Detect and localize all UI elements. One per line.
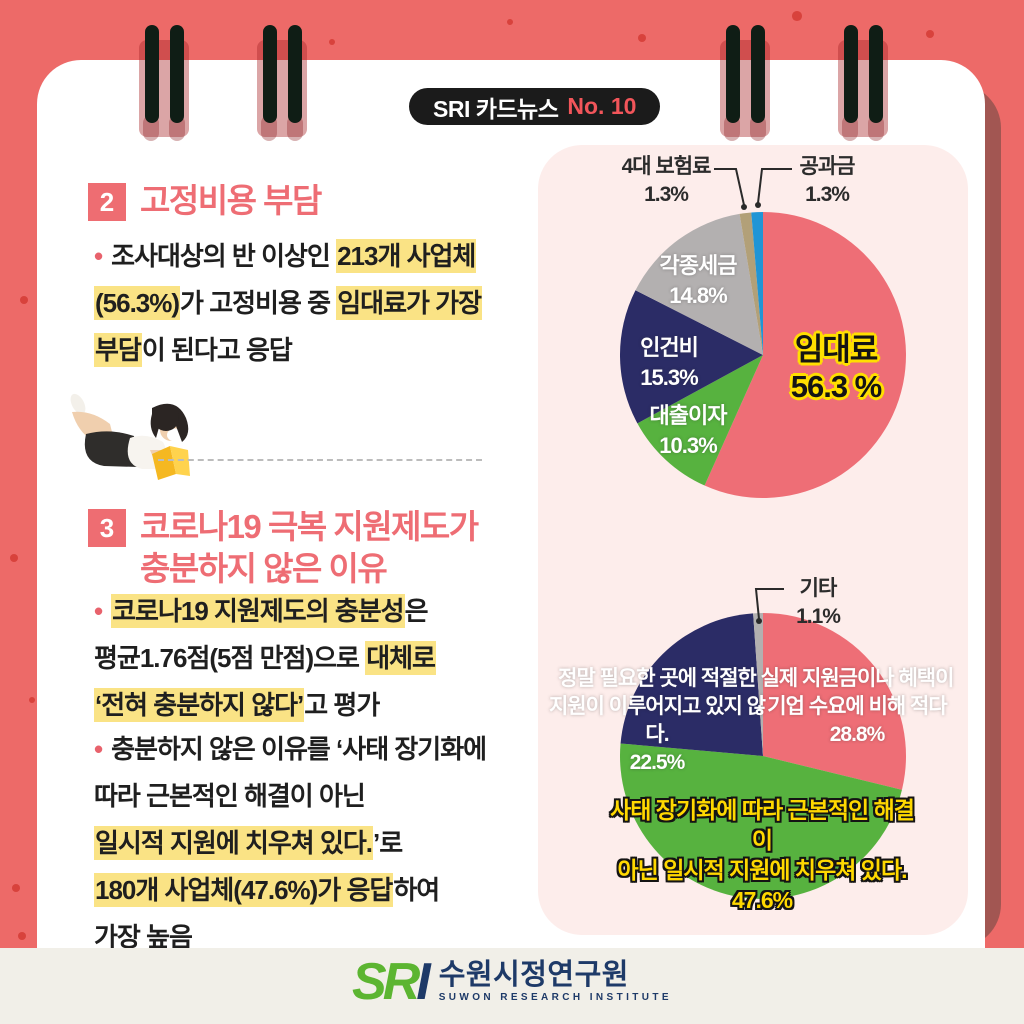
pie2-label-etc: 기타 1.1%	[796, 577, 841, 628]
org-name-english: SUWON RESEARCH INSTITUTE	[438, 992, 672, 1003]
binder-ring-icon	[288, 25, 302, 123]
pie-slice-1	[637, 355, 763, 486]
pie1-label-utilities: 공과금 1.3%	[799, 155, 856, 206]
pie1-label-rent: 임대료 56.3 %	[790, 332, 883, 404]
pie-slice-0	[763, 613, 906, 790]
pie2-label-temporary-support: 사태 장기화에 따라 근본적인 해결이 아닌 일시적 지원에 치우쳐 있다. 4…	[610, 797, 915, 913]
footer-band: SRI 수원시정연구원 SUWON RESEARCH INSTITUTE	[0, 948, 1024, 1024]
pie-slice-2	[620, 613, 763, 756]
header-badge: SRI 카드뉴스 No. 10	[409, 88, 661, 125]
section2-title: 고정비용 부담	[140, 182, 322, 219]
binder-ring-icon	[263, 25, 277, 123]
pie1-label-loan-interest: 대출이자 10.3%	[649, 403, 728, 458]
pie2-label-misallocated: 정말 필요한 곳에 적절한 지원이 이루어지고 있지 않다. 22.5%	[548, 667, 766, 774]
pie-slice-3	[635, 213, 763, 355]
fixed-cost-pie-chart	[620, 212, 906, 498]
pie1-label-labor-cost: 인건비 15.3%	[640, 335, 699, 390]
binder-ring-icon	[751, 25, 765, 123]
org-name-korean: 수원시정연구원	[438, 959, 629, 991]
sri-logo-text: SRI	[352, 953, 431, 1011]
pie-slice-3	[753, 613, 763, 756]
background-speckles	[0, 0, 4, 4]
binder-ring-icon	[844, 25, 858, 123]
pie-slice-1	[620, 743, 902, 899]
pie-slice-0	[704, 212, 906, 498]
pie-slice-2	[620, 290, 763, 424]
section3-header: 3 코로나19 극복 지원제도가 충분하지 않은 이유	[88, 506, 479, 590]
header-badge-number: No. 10	[567, 93, 637, 119]
section2-number-badge: 2	[88, 183, 126, 221]
section3-title-line2: 충분하지 않은 이유	[140, 550, 388, 587]
chart-panel: 4대 보험료 1.3% 공과금 1.3% 각종세금 14.8% 인건비 15.3…	[538, 145, 968, 935]
section3-title-line1: 코로나19 극복 지원제도가	[140, 508, 479, 545]
section3-title: 코로나19 극복 지원제도가 충분하지 않은 이유	[140, 506, 479, 590]
pie-slice-4	[739, 212, 763, 355]
binder-ring-icon	[170, 25, 184, 123]
support-insufficiency-pie-chart	[620, 613, 906, 899]
section2-bullet: 조사대상의 반 이상인 213개 사업체(56.3%)가 고정비용 중 임대료가…	[94, 233, 564, 374]
sri-logo: SRI 수원시정연구원 SUWON RESEARCH INSTITUTE	[0, 952, 1024, 1012]
binder-ring-icon	[869, 25, 883, 123]
reading-person-illustration	[70, 390, 190, 480]
section2-header: 2 고정비용 부담	[88, 180, 322, 222]
binder-ring-icon	[726, 25, 740, 123]
pie2-label-insufficient: 실제 지원금이나 혜택이 기업 수요에 비해 적다 28.8%	[760, 667, 955, 746]
pie-slice-5	[751, 212, 763, 355]
header-badge-title: SRI 카드뉴스	[433, 95, 559, 122]
dashed-divider	[158, 459, 482, 461]
sri-org-name: 수원시정연구원 SUWON RESEARCH INSTITUTE	[439, 959, 672, 1005]
pie1-label-insurance: 4대 보험료 1.3%	[621, 155, 712, 206]
binder-ring-icon	[145, 25, 159, 123]
section3-number-badge: 3	[88, 509, 126, 547]
pie1-label-taxes: 각종세금 14.8%	[659, 253, 738, 308]
